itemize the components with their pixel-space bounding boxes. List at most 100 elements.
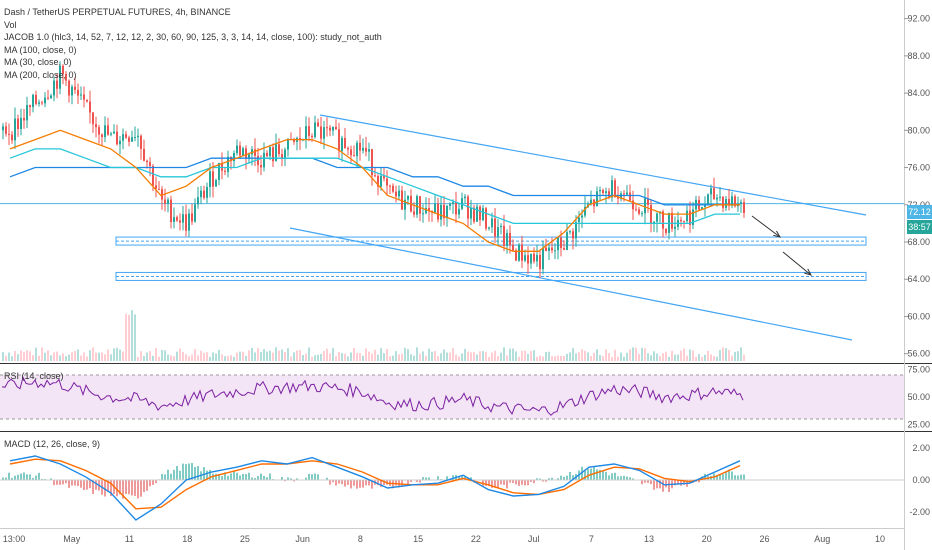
candle-body	[641, 213, 643, 215]
projection-arrow-1-head	[773, 230, 782, 238]
macd-histogram-bar	[254, 478, 256, 480]
candle-body	[545, 247, 547, 252]
volume-bar	[569, 352, 571, 361]
macd-histogram-bar	[179, 470, 181, 480]
candle-body	[281, 154, 283, 159]
volume-bar	[368, 351, 370, 361]
projection-arrow-2	[782, 251, 812, 276]
volume-bar	[581, 349, 583, 361]
price-tick-label: 88.00	[907, 51, 930, 61]
volume-bar	[155, 348, 157, 361]
candle-body	[128, 137, 130, 142]
volume-bar	[164, 350, 166, 361]
candle-body	[227, 156, 229, 172]
volume-bar	[653, 351, 655, 361]
candle-body	[500, 225, 502, 228]
macd-histogram-bar	[602, 471, 604, 480]
macd-histogram-bar	[347, 480, 349, 485]
candle-body	[368, 149, 370, 152]
ma-200-line	[9, 148, 740, 225]
macd-histogram-bar	[725, 472, 727, 480]
candle-body	[200, 190, 202, 198]
volume-bar	[590, 355, 592, 361]
volume-bar	[596, 349, 598, 361]
candle-body	[197, 197, 199, 205]
candle-body	[20, 117, 22, 130]
macd-histogram-bar	[536, 478, 538, 480]
macd-signal-line	[9, 458, 741, 510]
candle-body	[50, 95, 52, 99]
volume-bar	[488, 356, 490, 361]
rsi-pane-label: RSI (14, close)	[4, 371, 64, 381]
candle-body	[329, 127, 331, 131]
macd-histogram-bar	[569, 471, 571, 480]
candle-body	[608, 191, 610, 198]
indicator-ma-30: MA (30, close, 0)	[4, 57, 72, 67]
volume-bar	[386, 348, 388, 361]
candle-body	[455, 202, 457, 215]
volume-bar	[56, 351, 58, 361]
volume-bar	[587, 352, 589, 361]
volume-bar	[467, 351, 469, 361]
volume-bar	[14, 351, 16, 361]
volume-bar	[140, 351, 142, 361]
candle-body	[599, 189, 601, 192]
projection-arrow-1	[751, 215, 781, 238]
volume-bar	[722, 347, 724, 361]
candle-body	[125, 134, 127, 138]
volume-bar	[362, 355, 364, 361]
volume-bar	[470, 352, 472, 361]
volume-bar	[224, 356, 226, 361]
macd-histogram-bar	[677, 480, 679, 485]
volume-bar	[413, 355, 415, 361]
candle-body	[26, 105, 28, 121]
macd-histogram-bar	[245, 474, 247, 480]
volume-bar	[200, 350, 202, 361]
candle-body	[245, 148, 247, 159]
volume-bar	[191, 354, 193, 361]
macd-histogram-bar	[485, 480, 487, 486]
time-tick-label: 13:00	[3, 534, 26, 544]
volume-bar	[623, 356, 625, 361]
macd-histogram-bar	[506, 480, 508, 489]
macd-histogram-bar	[83, 480, 85, 491]
volume-bar	[473, 352, 475, 361]
candle-body	[29, 105, 31, 108]
macd-histogram-bar	[269, 473, 271, 480]
volume-bar	[182, 352, 184, 361]
macd-histogram-bar	[131, 480, 133, 496]
volume-bar	[434, 350, 436, 361]
macd-histogram-bar	[311, 474, 313, 480]
macd-histogram-bar	[425, 477, 427, 480]
volume-bar	[509, 348, 511, 361]
macd-histogram-bar	[218, 474, 220, 480]
volume-bar	[497, 356, 499, 361]
candle-body	[551, 247, 553, 251]
candle-body	[671, 212, 673, 229]
time-tick-label: Aug	[814, 534, 830, 544]
volume-bar	[257, 348, 259, 361]
candle-body	[701, 206, 703, 210]
volume-bar	[53, 352, 55, 361]
candle-body	[257, 155, 259, 166]
price-tick-label: 76.00	[907, 163, 930, 173]
volume-bar	[407, 349, 409, 361]
volume-bar	[551, 356, 553, 361]
candle-body	[35, 94, 37, 104]
volume-bar	[143, 356, 145, 361]
macd-histogram-bar	[551, 477, 553, 480]
macd-histogram-bar	[539, 478, 541, 480]
macd-histogram-bar	[155, 480, 157, 484]
candle-body	[653, 221, 655, 224]
candle-body	[65, 73, 67, 81]
volume-bar	[671, 350, 673, 361]
macd-histogram-bar	[110, 480, 112, 497]
volume-bar	[668, 356, 670, 361]
candle-body	[335, 126, 337, 130]
candle-body	[68, 80, 70, 96]
chart-title: Dash / TetherUS PERPETUAL FUTURES, 4h, B…	[4, 7, 231, 17]
macd-histogram-bar	[206, 470, 208, 480]
candle-body	[332, 126, 334, 131]
